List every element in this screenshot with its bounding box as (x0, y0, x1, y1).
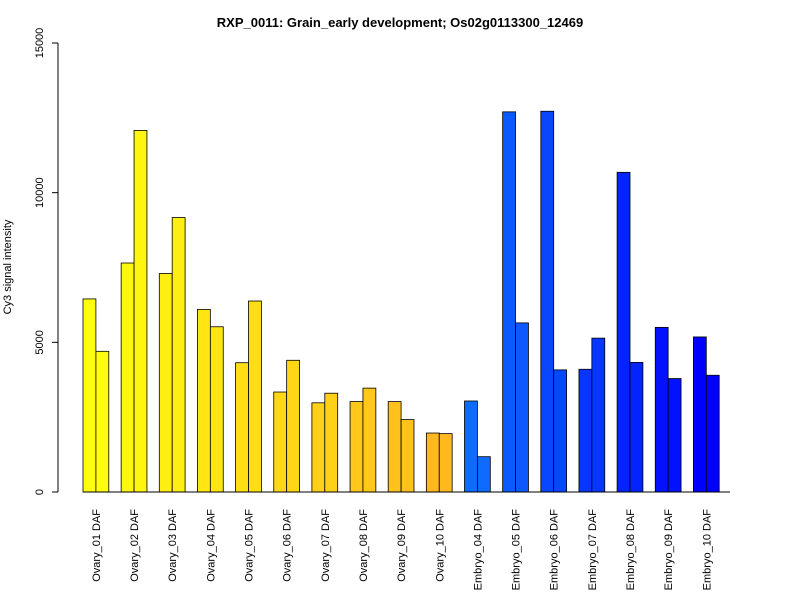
bar-ovary-07-daf-1 (311, 402, 326, 493)
bar-embryo-10-daf-1 (693, 336, 707, 493)
bar-ovary-04-daf-1 (197, 309, 211, 493)
x-tick-label: Ovary_07 DAF (320, 509, 332, 582)
x-axis-tick-labels: Ovary_01 DAF Ovary_02 DAF Ovary_03 DAF Ovar… (91, 509, 713, 591)
x-tick-label: Embryo_05 DAF (511, 509, 523, 591)
bar-ovary-05-daf-2 (248, 300, 262, 493)
bar-embryo-07-daf-1 (578, 368, 593, 493)
bar-ovary-09-daf-2 (400, 419, 415, 493)
bar-ovary-09-daf-1 (387, 401, 402, 493)
bar-ovary-08-daf-1 (349, 401, 364, 493)
y-tick-label: 15000 (34, 28, 46, 59)
bar-embryo-09-daf-1 (654, 326, 669, 493)
bar-ovary-08-daf-2 (362, 387, 377, 493)
bar-embryo-10-daf-2 (705, 374, 720, 493)
bar-embryo-08-daf-2 (629, 361, 644, 493)
y-tick-label: 0 (34, 489, 46, 495)
bar-embryo-06-daf-1 (540, 110, 555, 493)
bar-ovary-07-daf-2 (324, 392, 339, 493)
bar-ovary-10-daf-2 (438, 433, 453, 493)
bar-ovary-03-daf-1 (158, 273, 173, 493)
bar-embryo-04-daf-1 (464, 400, 478, 493)
bar-embryo-09-daf-2 (667, 378, 682, 493)
bar-ovary-06-daf-1 (273, 391, 288, 493)
x-tick-label: Embryo_06 DAF (549, 509, 561, 591)
bar-ovary-02-daf-2 (133, 130, 148, 493)
x-tick-label: Embryo_07 DAF (587, 509, 599, 591)
bar-ovary-03-daf-2 (171, 217, 186, 493)
x-tick-label: Ovary_06 DAF (282, 509, 294, 582)
x-tick-label: Ovary_01 DAF (91, 509, 103, 582)
bar-embryo-06-daf-2 (553, 369, 568, 493)
bar-embryo-07-daf-2 (591, 337, 606, 493)
x-tick-label: Embryo_08 DAF (625, 509, 637, 591)
bar-embryo-05-daf-1 (502, 111, 516, 493)
x-tick-label: Ovary_03 DAF (167, 509, 179, 582)
bar-embryo-05-daf-2 (515, 322, 529, 493)
y-axis: 0 5000 10000 15000 (34, 28, 59, 495)
bar-ovary-05-daf-1 (235, 362, 249, 493)
y-axis-label: Cy3 signal intensity (2, 219, 14, 314)
bar-ovary-02-daf-1 (120, 262, 135, 493)
x-tick-label: Embryo_09 DAF (663, 509, 675, 591)
x-tick-label: Ovary_09 DAF (396, 509, 408, 582)
bar-embryo-04-daf-2 (476, 456, 491, 493)
x-tick-label: Ovary_02 DAF (129, 509, 141, 582)
bar-ovary-10-daf-1 (425, 432, 440, 493)
bar-embryo-08-daf-1 (616, 171, 631, 493)
bar-ovary-01-daf-1 (82, 298, 97, 493)
y-tick-label: 5000 (34, 330, 46, 354)
bar-ovary-06-daf-2 (286, 359, 300, 493)
x-tick-label: Ovary_04 DAF (205, 509, 217, 582)
x-tick-label: Ovary_05 DAF (244, 509, 256, 582)
y-tick-label: 10000 (34, 177, 46, 208)
bar-ovary-04-daf-2 (209, 326, 224, 493)
bar-ovary-01-daf-2 (95, 350, 110, 493)
chart-title: RXP_0011: Grain_early development; Os02g… (217, 15, 583, 30)
bars (82, 110, 720, 493)
x-tick-label: Ovary_08 DAF (358, 509, 370, 582)
x-tick-label: Embryo_04 DAF (472, 509, 484, 591)
x-tick-label: Ovary_10 DAF (434, 509, 446, 582)
x-tick-label: Embryo_10 DAF (701, 509, 713, 591)
